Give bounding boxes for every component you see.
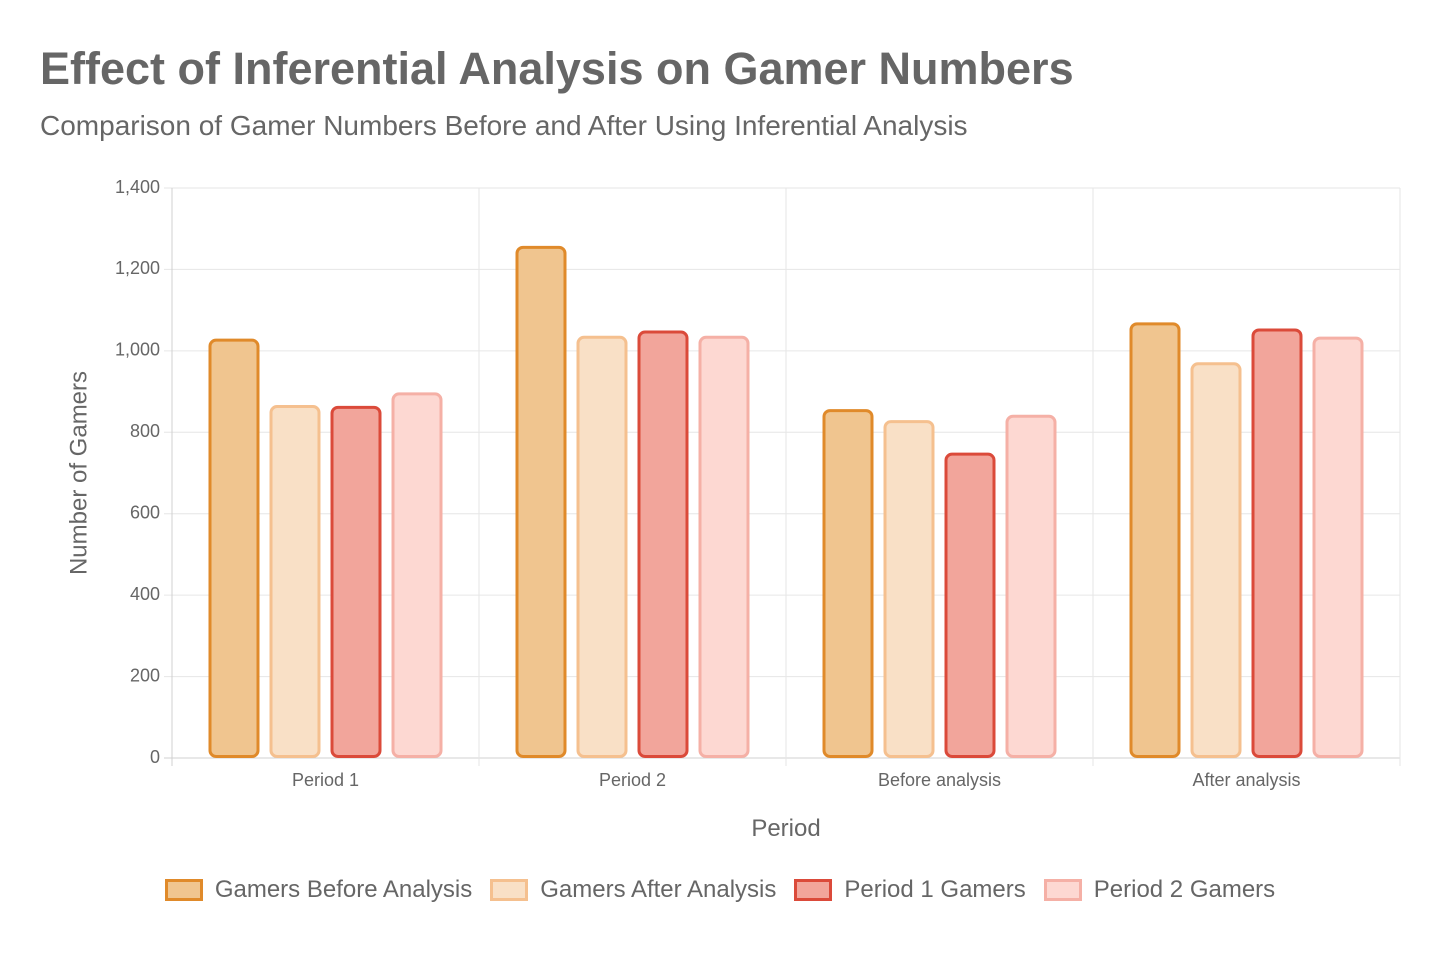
x-tick-label: After analysis: [1192, 770, 1300, 790]
chart-title: Effect of Inferential Analysis on Gamer …: [40, 43, 1074, 94]
legend-item[interactable]: Gamers Before Analysis: [164, 876, 473, 904]
bar: [822, 409, 874, 758]
bars-layer: [208, 245, 1364, 758]
y-tick-label: 1,200: [115, 258, 160, 278]
y-tick-label: 1,400: [115, 177, 160, 197]
legend-swatch: [1043, 879, 1082, 901]
legend-label: Gamers Before Analysis: [214, 876, 473, 903]
y-tick-label: 1,000: [115, 340, 160, 360]
y-tick-label: 600: [130, 502, 160, 522]
axis-layer: 0 200 400 600 800 1,000 1,200 1,400 Period 1 Peri…: [115, 177, 1301, 790]
y-tick-label: 400: [130, 584, 160, 604]
bar: [944, 452, 996, 758]
chart-legend: Gamers Before Analysis Gamers After Analy…: [0, 876, 1440, 904]
legend-label: Period 2 Gamers: [1093, 876, 1276, 903]
bar: [391, 392, 443, 758]
legend-label: Period 1 Gamers: [844, 876, 1026, 903]
y-axis-title: Number of Gamers: [65, 371, 92, 575]
legend-swatch: [794, 879, 833, 901]
bar: [1312, 336, 1364, 758]
legend-swatch: [164, 879, 203, 901]
y-tick-label: 800: [130, 421, 160, 441]
bar: [576, 335, 628, 758]
x-tick-label: Period 1: [292, 770, 359, 790]
legend-swatch: [490, 879, 529, 901]
bar: [269, 405, 321, 758]
bar: [883, 420, 935, 758]
legend-label: Gamers After Analysis: [540, 876, 777, 903]
legend-item[interactable]: Period 2 Gamers: [1043, 876, 1276, 904]
legend-item[interactable]: Gamers After Analysis: [490, 876, 776, 904]
bar: [208, 338, 260, 758]
bar: [515, 245, 567, 758]
bar: [1251, 328, 1303, 758]
y-tick-label: 200: [130, 665, 160, 685]
chart-subtitle: Comparison of Gamer Numbers Before and A…: [40, 110, 968, 141]
bar: [1190, 362, 1242, 758]
legend-item[interactable]: Period 1 Gamers: [794, 876, 1026, 904]
bar: [698, 335, 750, 758]
bar: [1129, 322, 1181, 758]
y-tick-label: 0: [150, 747, 160, 767]
x-tick-label: Period 2: [599, 770, 666, 790]
x-axis-title: Period: [751, 815, 820, 842]
bar: [637, 330, 689, 758]
x-tick-label: Before analysis: [878, 770, 1001, 790]
bar: [330, 405, 382, 758]
bar: [1005, 414, 1057, 758]
